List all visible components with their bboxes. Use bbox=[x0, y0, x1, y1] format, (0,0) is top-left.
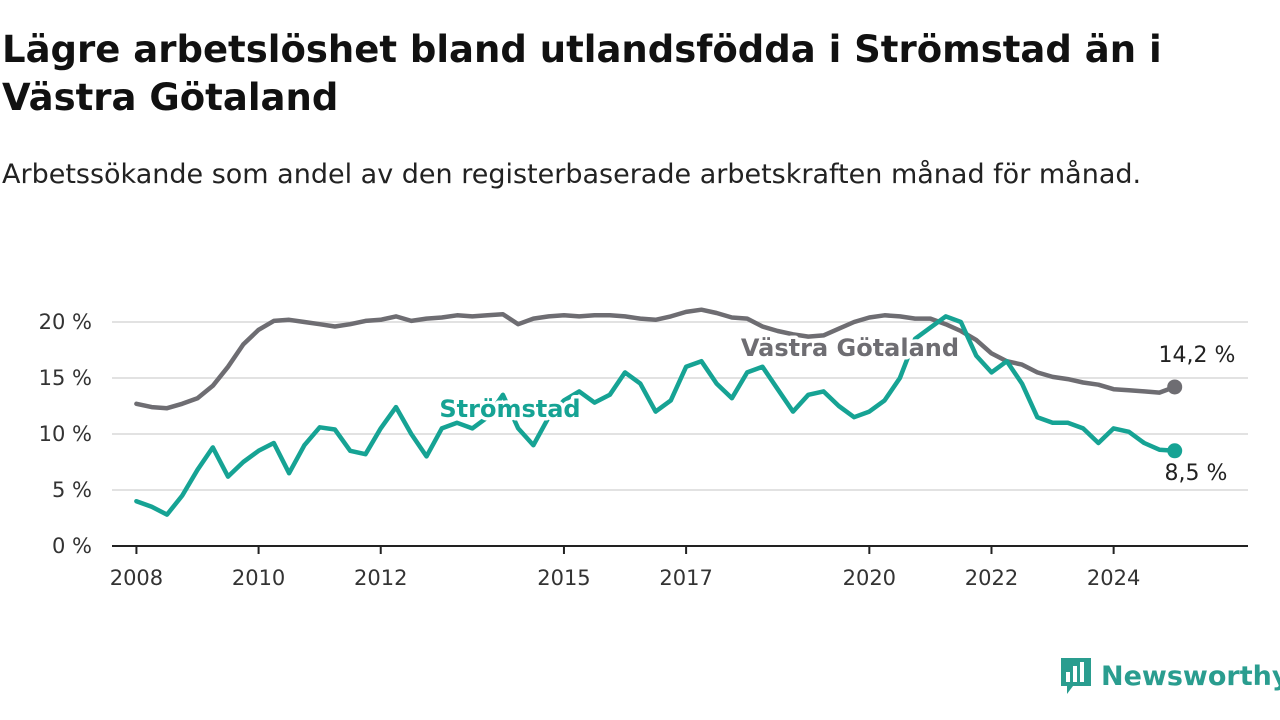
y-axis-ticks: 0 % 5 % 10 % 15 % 20 % bbox=[39, 310, 92, 558]
brand-logo: Newsworthy bbox=[1059, 654, 1280, 698]
series-end-label: 8,5 % bbox=[1165, 461, 1228, 486]
x-tick-label: 2012 bbox=[354, 566, 407, 590]
series-end-marker bbox=[1167, 443, 1183, 459]
x-tick-label: 2010 bbox=[232, 566, 285, 590]
x-tick-label: 2008 bbox=[110, 566, 163, 590]
y-tick-label: 10 % bbox=[39, 422, 92, 446]
y-tick-label: 20 % bbox=[39, 310, 92, 334]
series-label: Västra Götaland bbox=[741, 334, 959, 362]
chart-subtitle: Arbetssökande som andel av den registerb… bbox=[2, 159, 1142, 190]
series-end-label: 14,2 % bbox=[1159, 343, 1236, 368]
series-line-vastra-gotaland bbox=[134, 307, 1177, 411]
brand-name: Newsworthy bbox=[1101, 660, 1280, 692]
x-tick-label: 2020 bbox=[843, 566, 896, 590]
series-labels: Västra Götaland 14,2 % Strömstad 8,5 % bbox=[436, 331, 1236, 487]
newsworthy-logo-icon bbox=[1061, 658, 1091, 694]
series-line-stromstad bbox=[134, 314, 1177, 517]
chart-title: Lägre arbetslöshet bland utlandsfödda i … bbox=[2, 28, 1162, 119]
grid-lines bbox=[112, 321, 1248, 547]
y-tick-label: 5 % bbox=[52, 478, 92, 502]
series-end-marker bbox=[1167, 379, 1183, 395]
line-chart: 0 %5 %10 %15 %20 % 2008 2010 2012 2015 2017 2… bbox=[39, 307, 1248, 590]
x-tick-label: 2024 bbox=[1087, 566, 1140, 590]
x-tick-label: 2015 bbox=[537, 566, 590, 590]
x-tick-label: 2022 bbox=[965, 566, 1018, 590]
x-tick-label: 2017 bbox=[659, 566, 712, 590]
y-tick-label: 15 % bbox=[39, 366, 92, 390]
series-label: Strömstad bbox=[439, 395, 580, 423]
series-lines bbox=[134, 307, 1183, 517]
y-tick-label: 0 % bbox=[52, 534, 92, 558]
x-axis-ticks: 2008 2010 2012 2015 2017 2020 2022 2024 bbox=[110, 546, 1140, 590]
